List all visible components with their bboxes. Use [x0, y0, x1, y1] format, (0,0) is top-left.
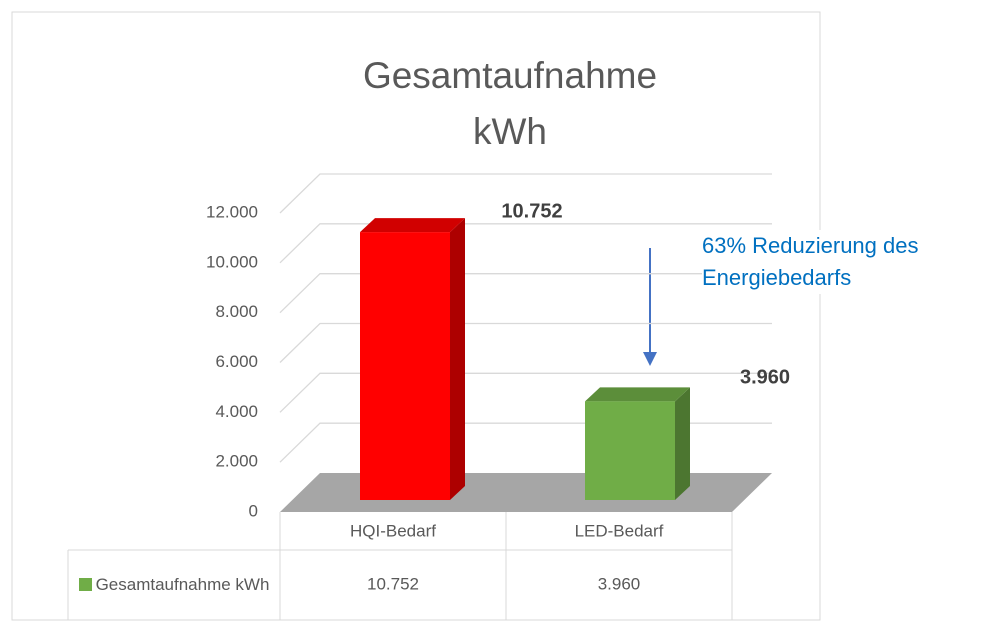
data-label: 10.752 [501, 200, 562, 222]
grid-line [279, 322, 772, 363]
y-tick-label: 12.000 [206, 202, 258, 221]
annotation: 63% Reduzierung des Energiebedarfs [702, 230, 986, 294]
grid-line [279, 273, 772, 314]
bar-side [675, 387, 690, 500]
bar-top [360, 218, 465, 233]
y-tick-label: 2.000 [215, 452, 258, 471]
data-table [67, 512, 733, 621]
legend-label: Gesamtaufnahme kWh [95, 575, 270, 594]
grid-line [279, 173, 772, 214]
legend-entry: Gesamtaufnahme kWh [70, 552, 278, 618]
y-tick-label: 4.000 [215, 402, 258, 421]
bar [360, 232, 450, 500]
x-tick-label: HQI-Bedarf [350, 521, 436, 540]
grid-line [279, 223, 772, 264]
bar-side [450, 218, 465, 500]
grid-line [279, 372, 772, 413]
data-label: 3.960 [740, 366, 790, 388]
bar [585, 401, 675, 500]
chart-title: Gesamtaufnahme kWh [362, 55, 658, 152]
floor [280, 473, 772, 512]
y-tick-label: 6.000 [215, 352, 258, 371]
y-tick-label: 8.000 [215, 302, 258, 321]
table-value: 10.752 [367, 574, 419, 593]
table-value: 3.960 [598, 574, 641, 593]
x-tick-label: LED-Bedarf [575, 521, 664, 540]
arrow-head [643, 352, 657, 366]
bar-top [585, 387, 690, 402]
y-tick-label: 0 [249, 501, 258, 520]
legend-swatch [78, 578, 92, 591]
y-tick-label: 10.000 [206, 252, 258, 271]
grid-line [279, 422, 772, 463]
